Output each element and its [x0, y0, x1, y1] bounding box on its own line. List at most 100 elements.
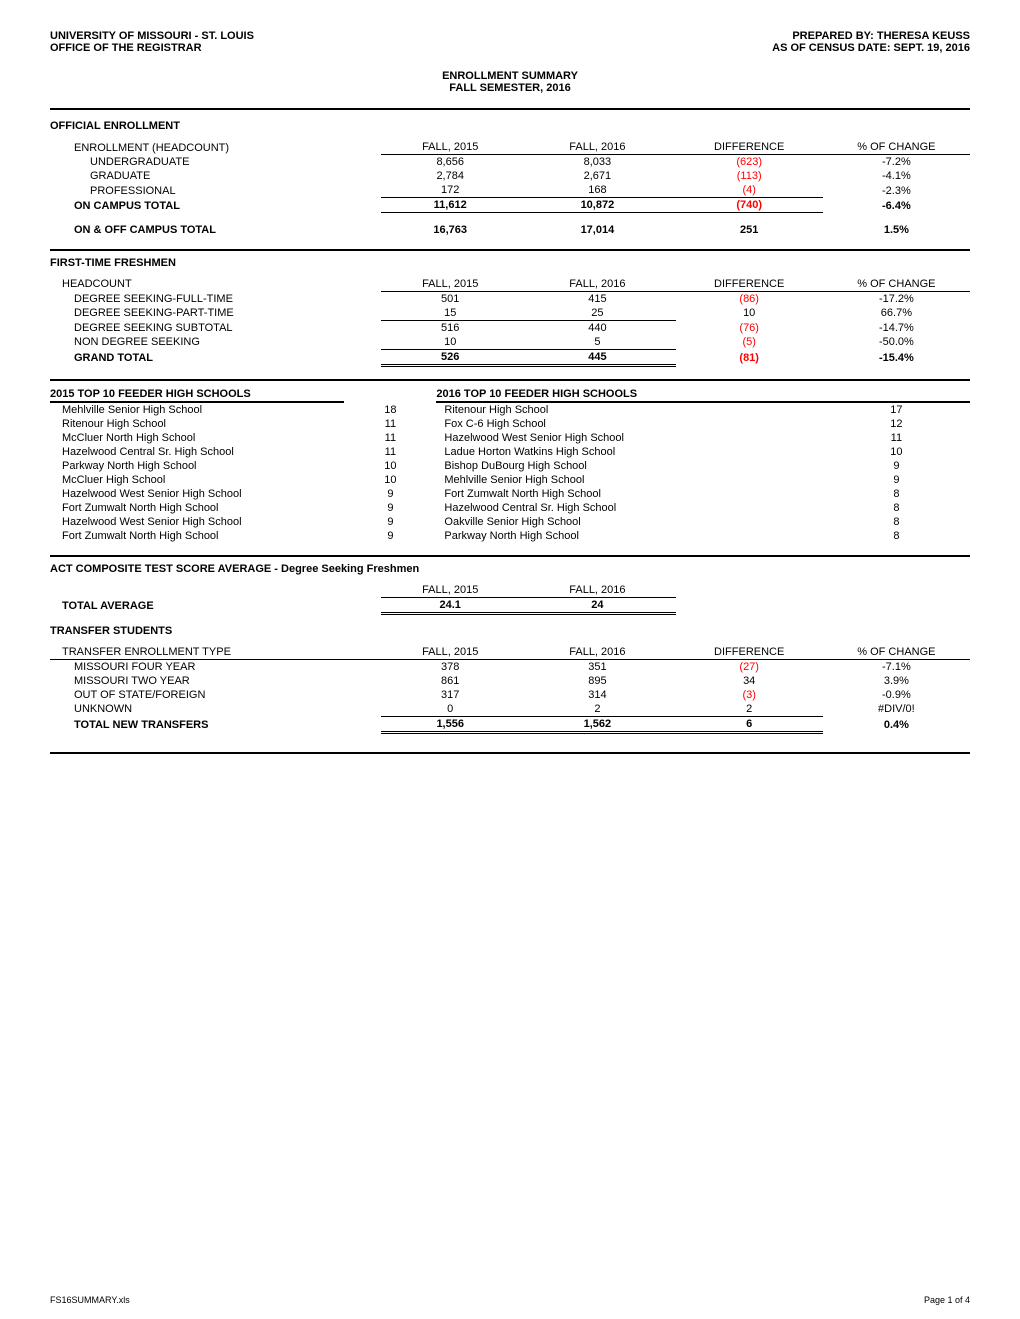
cell: 11 [344, 417, 436, 431]
table-row: UNKNOWN 0 2 2 #DIV/0! [50, 702, 970, 717]
cell: Parkway North High School [50, 459, 344, 473]
header-right-line2: AS OF CENSUS DATE: SEPT. 19, 2016 [772, 42, 970, 54]
cell: 526 [381, 349, 519, 365]
grand-total-row: GRAND TOTAL 526 445 (81) -15.4% [50, 349, 970, 365]
spacer [823, 387, 970, 402]
table-row: Hazelwood West Senior High School9Fort Z… [50, 487, 970, 501]
cell: 66.7% [823, 306, 970, 321]
cell: 2,671 [519, 169, 675, 183]
cell: Fort Zumwalt North High School [436, 487, 822, 501]
table-row: McCluer North High School 11Hazelwood Wes… [50, 431, 970, 445]
cell-diff: (4) [676, 183, 823, 198]
table-row: Mehlville Senior High School18Ritenour H… [50, 402, 970, 417]
cell: 8,033 [519, 155, 675, 170]
table-row: PROFESSIONAL 172 168 (4) -2.3% [50, 183, 970, 198]
transfers-total-row: TOTAL NEW TRANSFERS 1,556 1,562 6 0.4% [50, 716, 970, 732]
cell: 11 [823, 431, 970, 445]
table-row: Hazelwood Central Sr. High School11Ladue… [50, 445, 970, 459]
cell: 16,763 [381, 223, 519, 237]
doc-header: UNIVERSITY OF MISSOURI - ST. LOUIS OFFIC… [50, 30, 970, 54]
spacer [344, 387, 436, 402]
cell-diff: (3) [676, 688, 823, 702]
cell: 8,656 [381, 155, 519, 170]
cell: Ritenour High School [436, 402, 822, 417]
col-header: FALL, 2015 [381, 277, 519, 292]
table-row: Fort Zumwalt North High School9Hazelwood… [50, 501, 970, 515]
cell: -2.3% [823, 183, 970, 198]
col-header: DIFFERENCE [676, 645, 823, 660]
official-enrollment-heading: OFFICIAL ENROLLMENT [50, 120, 970, 132]
cell-diff: (740) [676, 198, 823, 213]
on-campus-total-row: ON CAMPUS TOTAL 11,612 10,872 (740) -6.4… [50, 198, 970, 213]
cell: 17,014 [519, 223, 675, 237]
cell: Hazelwood West Senior High School [436, 431, 822, 445]
title-block: ENROLLMENT SUMMARY FALL SEMESTER, 2016 [50, 70, 970, 94]
cell: 15 [381, 306, 519, 321]
cell: 378 [381, 659, 519, 674]
row-label: MISSOURI FOUR YEAR [50, 659, 381, 674]
cell: McCluer North High School [50, 431, 344, 445]
header-left-line2: OFFICE OF THE REGISTRAR [50, 42, 254, 54]
cell: 0.4% [823, 716, 970, 732]
cell: Mehlville Senior High School [50, 402, 344, 417]
cell: -6.4% [823, 198, 970, 213]
row-label: OUT OF STATE/FOREIGN [50, 688, 381, 702]
table-row: Ritenour High School11Fox C-6 High Schoo… [50, 417, 970, 431]
col-header: DIFFERENCE [676, 277, 823, 292]
cell: -7.1% [823, 659, 970, 674]
col-header: FALL, 2016 [519, 140, 675, 155]
act-total-row: TOTAL AVERAGE 24.1 24 [50, 597, 970, 613]
cell: 440 [519, 320, 675, 335]
cell: 24 [519, 597, 675, 613]
freshmen-table: HEADCOUNT FALL, 2015 FALL, 2016 DIFFEREN… [50, 277, 970, 367]
cell: 24.1 [381, 597, 519, 613]
row-label: GRAND TOTAL [50, 349, 381, 365]
cell: 8 [823, 501, 970, 515]
table-row: McCluer High School10Mehlville Senior Hi… [50, 473, 970, 487]
feeders-left-heading: 2015 TOP 10 FEEDER HIGH SCHOOLS [50, 387, 344, 402]
col-header: FALL, 2015 [381, 583, 519, 598]
cell: Mehlville Senior High School [436, 473, 822, 487]
horizontal-rule [50, 108, 970, 110]
cell: Parkway North High School [436, 529, 822, 543]
row-label: ON CAMPUS TOTAL [50, 198, 381, 213]
cell: -50.0% [823, 335, 970, 350]
freshmen-heading: FIRST-TIME FRESHMEN [50, 257, 970, 269]
cell: Hazelwood West Senior High School [50, 487, 344, 501]
cell: 168 [519, 183, 675, 198]
cell: 8 [823, 515, 970, 529]
cell: 10 [823, 445, 970, 459]
cell: 501 [381, 291, 519, 306]
cell: Ritenour High School [50, 417, 344, 431]
act-heading: ACT COMPOSITE TEST SCORE AVERAGE - Degre… [50, 563, 970, 575]
cell-diff: (623) [676, 155, 823, 170]
table-row: MISSOURI FOUR YEAR 378 351 (27) -7.1% [50, 659, 970, 674]
cell: 9 [344, 515, 436, 529]
cell: 3.9% [823, 674, 970, 688]
table-row: TRANSFER ENROLLMENT TYPE FALL, 2015 FALL… [50, 645, 970, 660]
cell: 445 [519, 349, 675, 365]
row-label: TOTAL AVERAGE [50, 597, 381, 613]
cell: 9 [823, 459, 970, 473]
col-header: % OF CHANGE [823, 140, 970, 155]
cell: Hazelwood Central Sr. High School [50, 445, 344, 459]
cell: -15.4% [823, 349, 970, 365]
cell: 17 [823, 402, 970, 417]
header-left: UNIVERSITY OF MISSOURI - ST. LOUIS OFFIC… [50, 30, 254, 54]
cell: -4.1% [823, 169, 970, 183]
cell-diff: 251 [676, 223, 823, 237]
col-header: FALL, 2015 [381, 645, 519, 660]
col-header: FALL, 2016 [519, 645, 675, 660]
official-enrollment-table: ENROLLMENT (HEADCOUNT) FALL, 2015 FALL, … [50, 140, 970, 237]
cell-diff: 2 [676, 702, 823, 717]
header-left-line1: UNIVERSITY OF MISSOURI - ST. LOUIS [50, 30, 254, 42]
col-header: DIFFERENCE [676, 140, 823, 155]
title-line1: ENROLLMENT SUMMARY [50, 70, 970, 82]
header-right-line1: PREPARED BY: THERESA KEUSS [772, 30, 970, 42]
title-line2: FALL SEMESTER, 2016 [50, 82, 970, 94]
table-row: OUT OF STATE/FOREIGN 317 314 (3) -0.9% [50, 688, 970, 702]
cell: 8 [823, 529, 970, 543]
horizontal-rule [50, 379, 970, 381]
cell: 172 [381, 183, 519, 198]
horizontal-rule [50, 752, 970, 754]
